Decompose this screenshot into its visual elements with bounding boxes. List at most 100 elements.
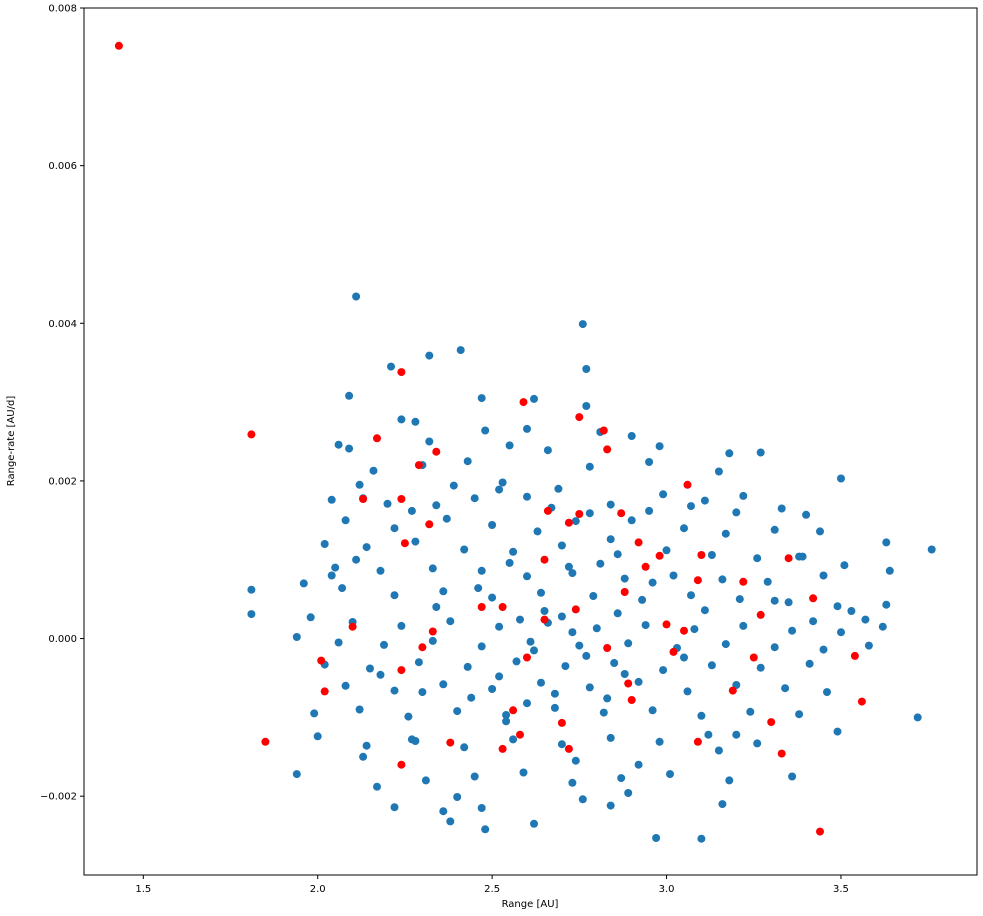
data-point-s1-56 [477, 603, 486, 611]
data-point-s1-9 [414, 461, 423, 470]
data-point-s0-180 [530, 819, 538, 828]
data-point-s0-152 [697, 711, 706, 720]
data-point-s0-132 [805, 659, 814, 668]
data-point-s0-92 [784, 598, 793, 607]
data-point-s0-215 [467, 693, 476, 702]
data-point-s0-200 [505, 558, 514, 567]
data-point-s0-35 [495, 485, 504, 494]
data-point-s0-230 [502, 717, 511, 726]
data-point-s0-93 [833, 602, 842, 611]
data-point-s0-150 [599, 708, 608, 717]
data-point-s0-234 [407, 735, 416, 744]
data-point-s0-120 [819, 645, 828, 654]
data-point-s0-37 [554, 484, 563, 493]
data-point-s1-11 [359, 495, 368, 503]
data-point-s0-237 [714, 746, 723, 755]
data-point-s0-43 [802, 510, 811, 519]
data-point-s0-221 [606, 535, 615, 544]
data-point-s0-12 [523, 424, 531, 433]
data-point-s1-4 [575, 413, 584, 422]
data-point-s0-219 [700, 606, 709, 615]
data-point-s0-204 [557, 612, 566, 621]
data-point-s0-71 [477, 566, 486, 575]
data-point-s0-146 [404, 712, 413, 721]
data-point-s0-85 [439, 587, 448, 596]
data-point-s1-20 [784, 554, 793, 563]
data-point-s0-33 [432, 501, 441, 510]
data-point-s0-0 [352, 292, 361, 301]
data-point-s0-5 [582, 365, 591, 373]
data-point-s0-140 [683, 687, 692, 696]
data-point-s1-50 [498, 744, 507, 753]
data-point-s1-25 [620, 588, 629, 596]
data-point-s1-46 [857, 697, 866, 706]
data-point-s0-133 [341, 681, 350, 690]
x-tick-label: 2.0 [310, 884, 326, 895]
data-point-s0-191 [407, 506, 416, 515]
data-point-s0-183 [481, 825, 490, 834]
y-tick-label: 0.008 [48, 4, 77, 15]
data-point-s0-36 [523, 492, 531, 501]
data-point-s0-217 [376, 670, 385, 679]
data-point-s0-102 [592, 624, 601, 633]
data-point-s1-43 [557, 718, 566, 727]
data-point-s0-41 [739, 491, 748, 500]
data-point-s0-212 [603, 694, 612, 703]
data-point-s0-51 [680, 524, 688, 533]
data-point-s1-59 [641, 562, 650, 571]
data-point-s0-62 [662, 546, 671, 555]
data-point-s0-225 [327, 571, 336, 580]
data-point-s0-18 [543, 446, 552, 455]
data-point-s0-214 [523, 699, 531, 708]
data-point-s0-179 [477, 804, 486, 812]
data-point-s0-155 [833, 727, 842, 736]
data-point-s0-82 [299, 579, 308, 588]
data-point-s0-123 [366, 664, 374, 673]
data-point-s0-78 [819, 571, 828, 580]
data-point-s0-220 [648, 578, 657, 587]
data-point-s1-2 [397, 368, 406, 377]
data-point-s0-209 [582, 651, 591, 660]
data-point-s0-73 [568, 569, 577, 578]
points-layer [114, 41, 936, 843]
data-point-s0-165 [704, 730, 713, 739]
data-point-s0-236 [732, 730, 741, 739]
data-point-s1-0 [114, 41, 123, 50]
data-point-s0-201 [564, 562, 573, 571]
data-point-s0-3 [425, 351, 434, 360]
data-point-s0-218 [680, 653, 688, 662]
data-point-s0-50 [627, 516, 636, 525]
data-point-s0-232 [634, 760, 643, 769]
data-point-s1-18 [540, 555, 549, 564]
data-point-s0-66 [840, 561, 849, 570]
data-point-s0-202 [596, 559, 605, 568]
data-point-s1-37 [669, 647, 678, 656]
data-point-s0-188 [624, 789, 633, 797]
data-point-s1-54 [816, 827, 824, 836]
data-point-s0-181 [578, 795, 587, 804]
data-point-s0-118 [721, 640, 730, 649]
data-point-s0-207 [613, 609, 622, 618]
data-point-s0-84 [390, 591, 399, 600]
data-point-s0-74 [620, 574, 629, 583]
data-point-s0-45 [390, 524, 399, 533]
data-point-s0-32 [383, 499, 392, 508]
data-point-s0-169 [421, 776, 430, 785]
y-axis-label: Range-rate [AU/d] [6, 396, 17, 487]
data-point-s1-52 [693, 737, 702, 746]
data-point-s0-186 [718, 800, 727, 809]
data-point-s0-143 [823, 688, 831, 697]
data-point-s0-113 [477, 642, 486, 651]
data-point-s1-13 [575, 510, 584, 518]
data-point-s0-59 [509, 547, 518, 556]
data-point-s1-24 [498, 603, 507, 611]
data-point-s0-95 [247, 610, 256, 619]
data-point-s1-8 [432, 447, 441, 456]
data-point-s0-87 [537, 588, 545, 597]
data-point-s0-90 [687, 591, 695, 600]
data-point-s0-138 [585, 683, 594, 692]
data-point-s0-89 [638, 595, 647, 604]
data-point-s1-27 [348, 622, 357, 631]
data-point-s0-196 [645, 506, 654, 515]
